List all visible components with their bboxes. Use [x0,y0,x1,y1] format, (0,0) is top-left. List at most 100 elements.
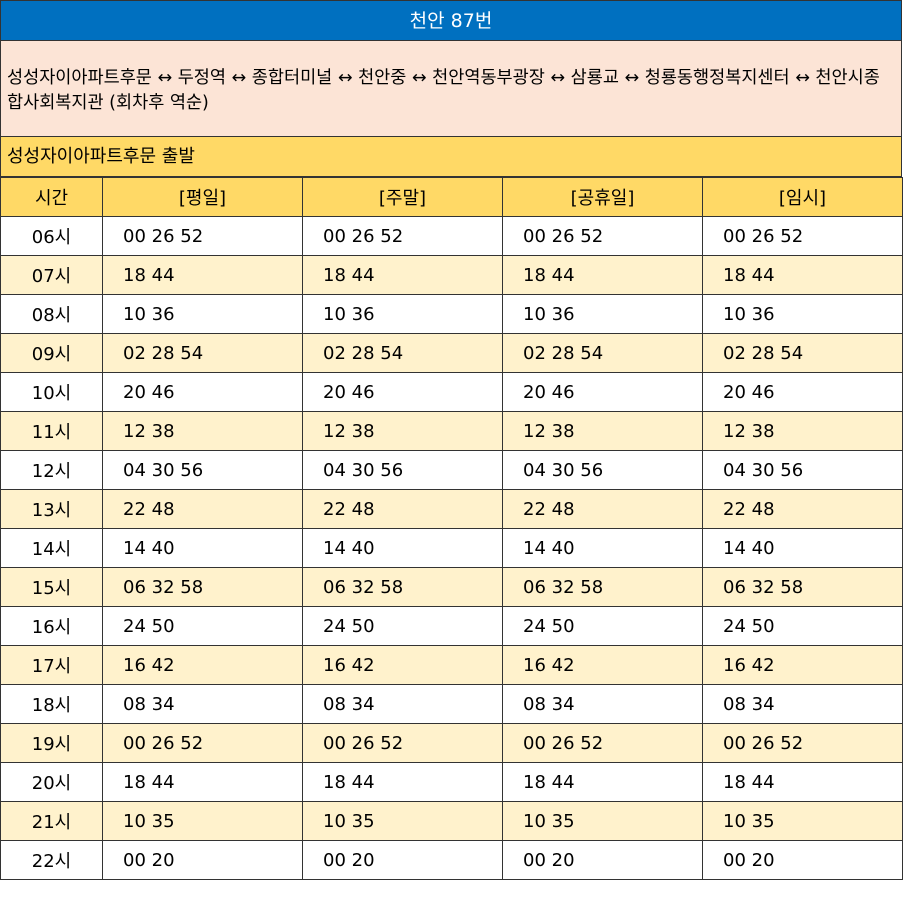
table-row: 12시 04 30 56 04 30 56 04 30 56 04 30 56 [0,450,903,490]
times-cell-temporary: 00 26 52 [702,723,903,763]
times-cell-temporary: 14 40 [702,528,903,568]
times-cell-holiday: 18 44 [502,762,703,802]
times-cell-weekday: 24 50 [102,606,303,646]
header-time: 시간 [0,177,103,217]
times-cell-temporary: 16 42 [702,645,903,685]
times-cell-weekend: 00 20 [302,840,503,880]
times-cell-weekend: 10 36 [302,294,503,334]
times-cell-weekend: 18 44 [302,762,503,802]
times-cell-weekend: 14 40 [302,528,503,568]
times-cell-temporary: 22 48 [702,489,903,529]
times-cell-weekday: 20 46 [102,372,303,412]
table-row: 09시 02 28 54 02 28 54 02 28 54 02 28 54 [0,333,903,373]
times-cell-weekday: 10 35 [102,801,303,841]
times-cell-weekday: 06 32 58 [102,567,303,607]
hour-cell: 08시 [0,294,103,334]
table-row: 14시 14 40 14 40 14 40 14 40 [0,528,903,568]
times-cell-weekend: 22 48 [302,489,503,529]
hour-cell: 11시 [0,411,103,451]
times-cell-temporary: 00 26 52 [702,216,903,256]
table-row: 08시 10 36 10 36 10 36 10 36 [0,294,903,334]
times-cell-holiday: 14 40 [502,528,703,568]
times-cell-temporary: 12 38 [702,411,903,451]
times-cell-weekend: 00 26 52 [302,216,503,256]
table-row: 17시 16 42 16 42 16 42 16 42 [0,645,903,685]
schedule-table: 시간 [평일] [주말] [공휴일] [임시] 06시 00 26 52 00 26… [0,177,903,880]
table-row: 18시 08 34 08 34 08 34 08 34 [0,684,903,724]
hour-cell: 07시 [0,255,103,295]
times-cell-temporary: 24 50 [702,606,903,646]
times-cell-weekend: 16 42 [302,645,503,685]
table-row: 07시 18 44 18 44 18 44 18 44 [0,255,903,295]
times-cell-temporary: 20 46 [702,372,903,412]
times-cell-holiday: 06 32 58 [502,567,703,607]
times-cell-weekday: 00 26 52 [102,216,303,256]
times-cell-weekday: 22 48 [102,489,303,529]
times-cell-weekday: 00 26 52 [102,723,303,763]
times-cell-temporary: 08 34 [702,684,903,724]
times-cell-weekend: 04 30 56 [302,450,503,490]
times-cell-temporary: 18 44 [702,762,903,802]
times-cell-weekend: 08 34 [302,684,503,724]
times-cell-holiday: 10 35 [502,801,703,841]
route-description: 성성자이아파트후문 ↔ 두정역 ↔ 종합터미널 ↔ 천안중 ↔ 천안역동부광장 … [1,41,901,137]
hour-cell: 10시 [0,372,103,412]
times-cell-weekend: 06 32 58 [302,567,503,607]
table-row: 11시 12 38 12 38 12 38 12 38 [0,411,903,451]
table-row: 06시 00 26 52 00 26 52 00 26 52 00 26 52 [0,216,903,256]
times-cell-weekend: 18 44 [302,255,503,295]
times-cell-weekday: 02 28 54 [102,333,303,373]
times-cell-holiday: 00 20 [502,840,703,880]
times-cell-holiday: 24 50 [502,606,703,646]
times-cell-holiday: 02 28 54 [502,333,703,373]
times-cell-weekday: 00 20 [102,840,303,880]
header-holiday: [공휴일] [502,177,703,217]
times-cell-weekday: 08 34 [102,684,303,724]
header-row: 시간 [평일] [주말] [공휴일] [임시] [0,177,903,217]
times-cell-weekday: 10 36 [102,294,303,334]
hour-cell: 21시 [0,801,103,841]
times-cell-weekend: 20 46 [302,372,503,412]
times-cell-holiday: 16 42 [502,645,703,685]
times-cell-temporary: 02 28 54 [702,333,903,373]
hour-cell: 22시 [0,840,103,880]
table-row: 21시 10 35 10 35 10 35 10 35 [0,801,903,841]
hour-cell: 06시 [0,216,103,256]
departure-origin: 성성자이아파트후문 출발 [1,137,901,177]
header-weekday: [평일] [102,177,303,217]
times-cell-holiday: 20 46 [502,372,703,412]
times-cell-holiday: 04 30 56 [502,450,703,490]
hour-cell: 13시 [0,489,103,529]
times-cell-temporary: 06 32 58 [702,567,903,607]
times-cell-weekend: 10 35 [302,801,503,841]
table-row: 19시 00 26 52 00 26 52 00 26 52 00 26 52 [0,723,903,763]
table-row: 22시 00 20 00 20 00 20 00 20 [0,840,903,880]
times-cell-temporary: 04 30 56 [702,450,903,490]
times-cell-holiday: 12 38 [502,411,703,451]
times-cell-weekday: 04 30 56 [102,450,303,490]
times-cell-weekend: 00 26 52 [302,723,503,763]
hour-cell: 09시 [0,333,103,373]
times-cell-temporary: 10 35 [702,801,903,841]
table-row: 20시 18 44 18 44 18 44 18 44 [0,762,903,802]
hour-cell: 17시 [0,645,103,685]
times-cell-temporary: 00 20 [702,840,903,880]
hour-cell: 14시 [0,528,103,568]
times-cell-weekday: 16 42 [102,645,303,685]
times-cell-holiday: 10 36 [502,294,703,334]
header-temporary: [임시] [702,177,903,217]
table-row: 16시 24 50 24 50 24 50 24 50 [0,606,903,646]
hour-cell: 15시 [0,567,103,607]
hour-cell: 20시 [0,762,103,802]
hour-cell: 16시 [0,606,103,646]
hour-cell: 19시 [0,723,103,763]
header-weekend: [주말] [302,177,503,217]
table-row: 15시 06 32 58 06 32 58 06 32 58 06 32 58 [0,567,903,607]
times-cell-holiday: 00 26 52 [502,723,703,763]
times-cell-holiday: 00 26 52 [502,216,703,256]
times-cell-weekday: 18 44 [102,762,303,802]
table-row: 13시 22 48 22 48 22 48 22 48 [0,489,903,529]
times-cell-holiday: 22 48 [502,489,703,529]
page-title: 천안 87번 [1,1,901,41]
times-cell-temporary: 18 44 [702,255,903,295]
